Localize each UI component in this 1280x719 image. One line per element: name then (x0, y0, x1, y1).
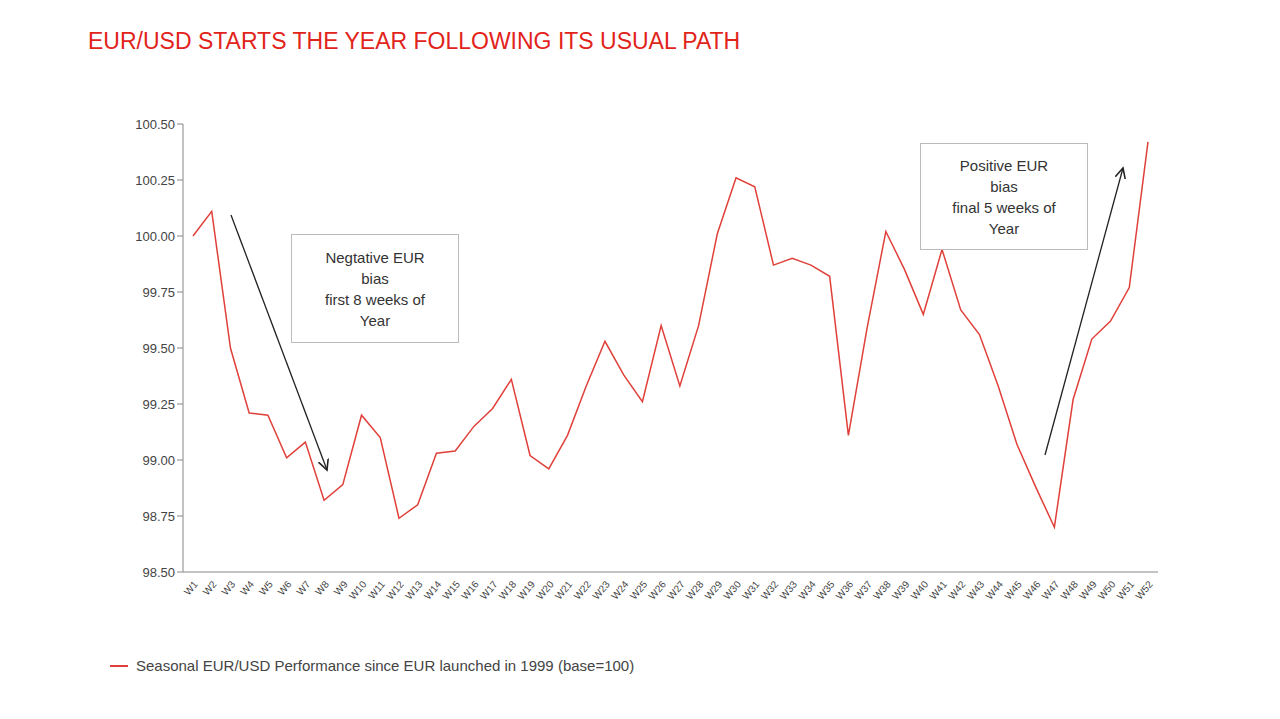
svg-text:W50: W50 (1096, 578, 1118, 601)
svg-text:W51: W51 (1115, 578, 1137, 601)
svg-text:W26: W26 (646, 578, 668, 601)
svg-text:W23: W23 (590, 578, 612, 601)
svg-text:W7: W7 (294, 578, 312, 597)
svg-text:98.50: 98.50 (142, 565, 175, 580)
svg-text:W12: W12 (384, 578, 406, 601)
svg-text:100.50: 100.50 (135, 117, 175, 132)
svg-text:W29: W29 (703, 578, 725, 601)
svg-text:W16: W16 (459, 578, 481, 601)
svg-text:W19: W19 (515, 578, 537, 601)
svg-text:W18: W18 (497, 578, 519, 601)
svg-text:W27: W27 (665, 578, 687, 601)
svg-text:W24: W24 (609, 578, 631, 601)
svg-text:99.25: 99.25 (142, 397, 175, 412)
svg-text:W13: W13 (403, 578, 425, 601)
svg-text:99.00: 99.00 (142, 453, 175, 468)
svg-text:W9: W9 (331, 578, 350, 598)
svg-text:W10: W10 (347, 578, 369, 601)
svg-text:99.75: 99.75 (142, 285, 175, 300)
svg-text:W8: W8 (313, 578, 331, 597)
svg-text:W42: W42 (946, 578, 968, 601)
svg-text:W6: W6 (276, 578, 294, 597)
svg-text:W43: W43 (965, 578, 987, 601)
svg-text:W40: W40 (909, 578, 931, 601)
svg-text:W15: W15 (440, 578, 462, 601)
svg-text:W47: W47 (1040, 578, 1062, 601)
svg-text:100.25: 100.25 (135, 173, 175, 188)
svg-text:W2: W2 (201, 578, 219, 597)
svg-text:W41: W41 (927, 578, 949, 601)
svg-text:W34: W34 (796, 578, 818, 601)
svg-text:W14: W14 (422, 578, 444, 601)
html-text:Positive EUR bias final 5 week: Positive EUR bias final 5 weeks of Year (952, 156, 1056, 237)
svg-text:W49: W49 (1077, 578, 1099, 601)
svg-text:W28: W28 (684, 578, 706, 601)
svg-text:W11: W11 (366, 578, 387, 601)
svg-text:W44: W44 (984, 578, 1006, 601)
svg-text:W4: W4 (238, 578, 256, 597)
svg-text:W25: W25 (628, 578, 650, 601)
svg-text:W37: W37 (852, 578, 874, 601)
svg-text:W52: W52 (1133, 578, 1155, 601)
svg-text:W17: W17 (478, 578, 500, 601)
svg-text:W5: W5 (257, 578, 275, 597)
svg-text:W21: W21 (553, 578, 575, 601)
svg-text:W39: W39 (890, 578, 912, 601)
svg-text:W30: W30 (721, 578, 743, 601)
svg-text:W31: W31 (740, 578, 762, 601)
svg-text:W33: W33 (778, 578, 800, 601)
svg-text:W48: W48 (1058, 578, 1080, 601)
svg-text:W36: W36 (834, 578, 856, 601)
svg-text:W32: W32 (759, 578, 781, 601)
svg-text:W20: W20 (534, 578, 556, 601)
svg-text:W45: W45 (1002, 578, 1024, 601)
html-text:Seasonal EUR/USD Performance s: Seasonal EUR/USD Performance since EUR l… (136, 657, 635, 674)
svg-text:W38: W38 (871, 578, 893, 601)
html-text:Negtative EUR bias first 8 wee: Negtative EUR bias first 8 weeks of Year (325, 248, 425, 329)
svg-text:W22: W22 (572, 578, 594, 601)
svg-text:W46: W46 (1021, 578, 1043, 601)
html-text:EUR/USD STARTS THE YEAR FOLLOW: EUR/USD STARTS THE YEAR FOLLOWING ITS US… (88, 28, 741, 54)
svg-text:W1: W1 (182, 578, 200, 597)
svg-text:W35: W35 (815, 578, 837, 601)
svg-text:W3: W3 (219, 578, 237, 597)
svg-text:100.00: 100.00 (135, 229, 175, 244)
svg-text:99.50: 99.50 (142, 341, 175, 356)
svg-text:98.75: 98.75 (142, 509, 175, 524)
